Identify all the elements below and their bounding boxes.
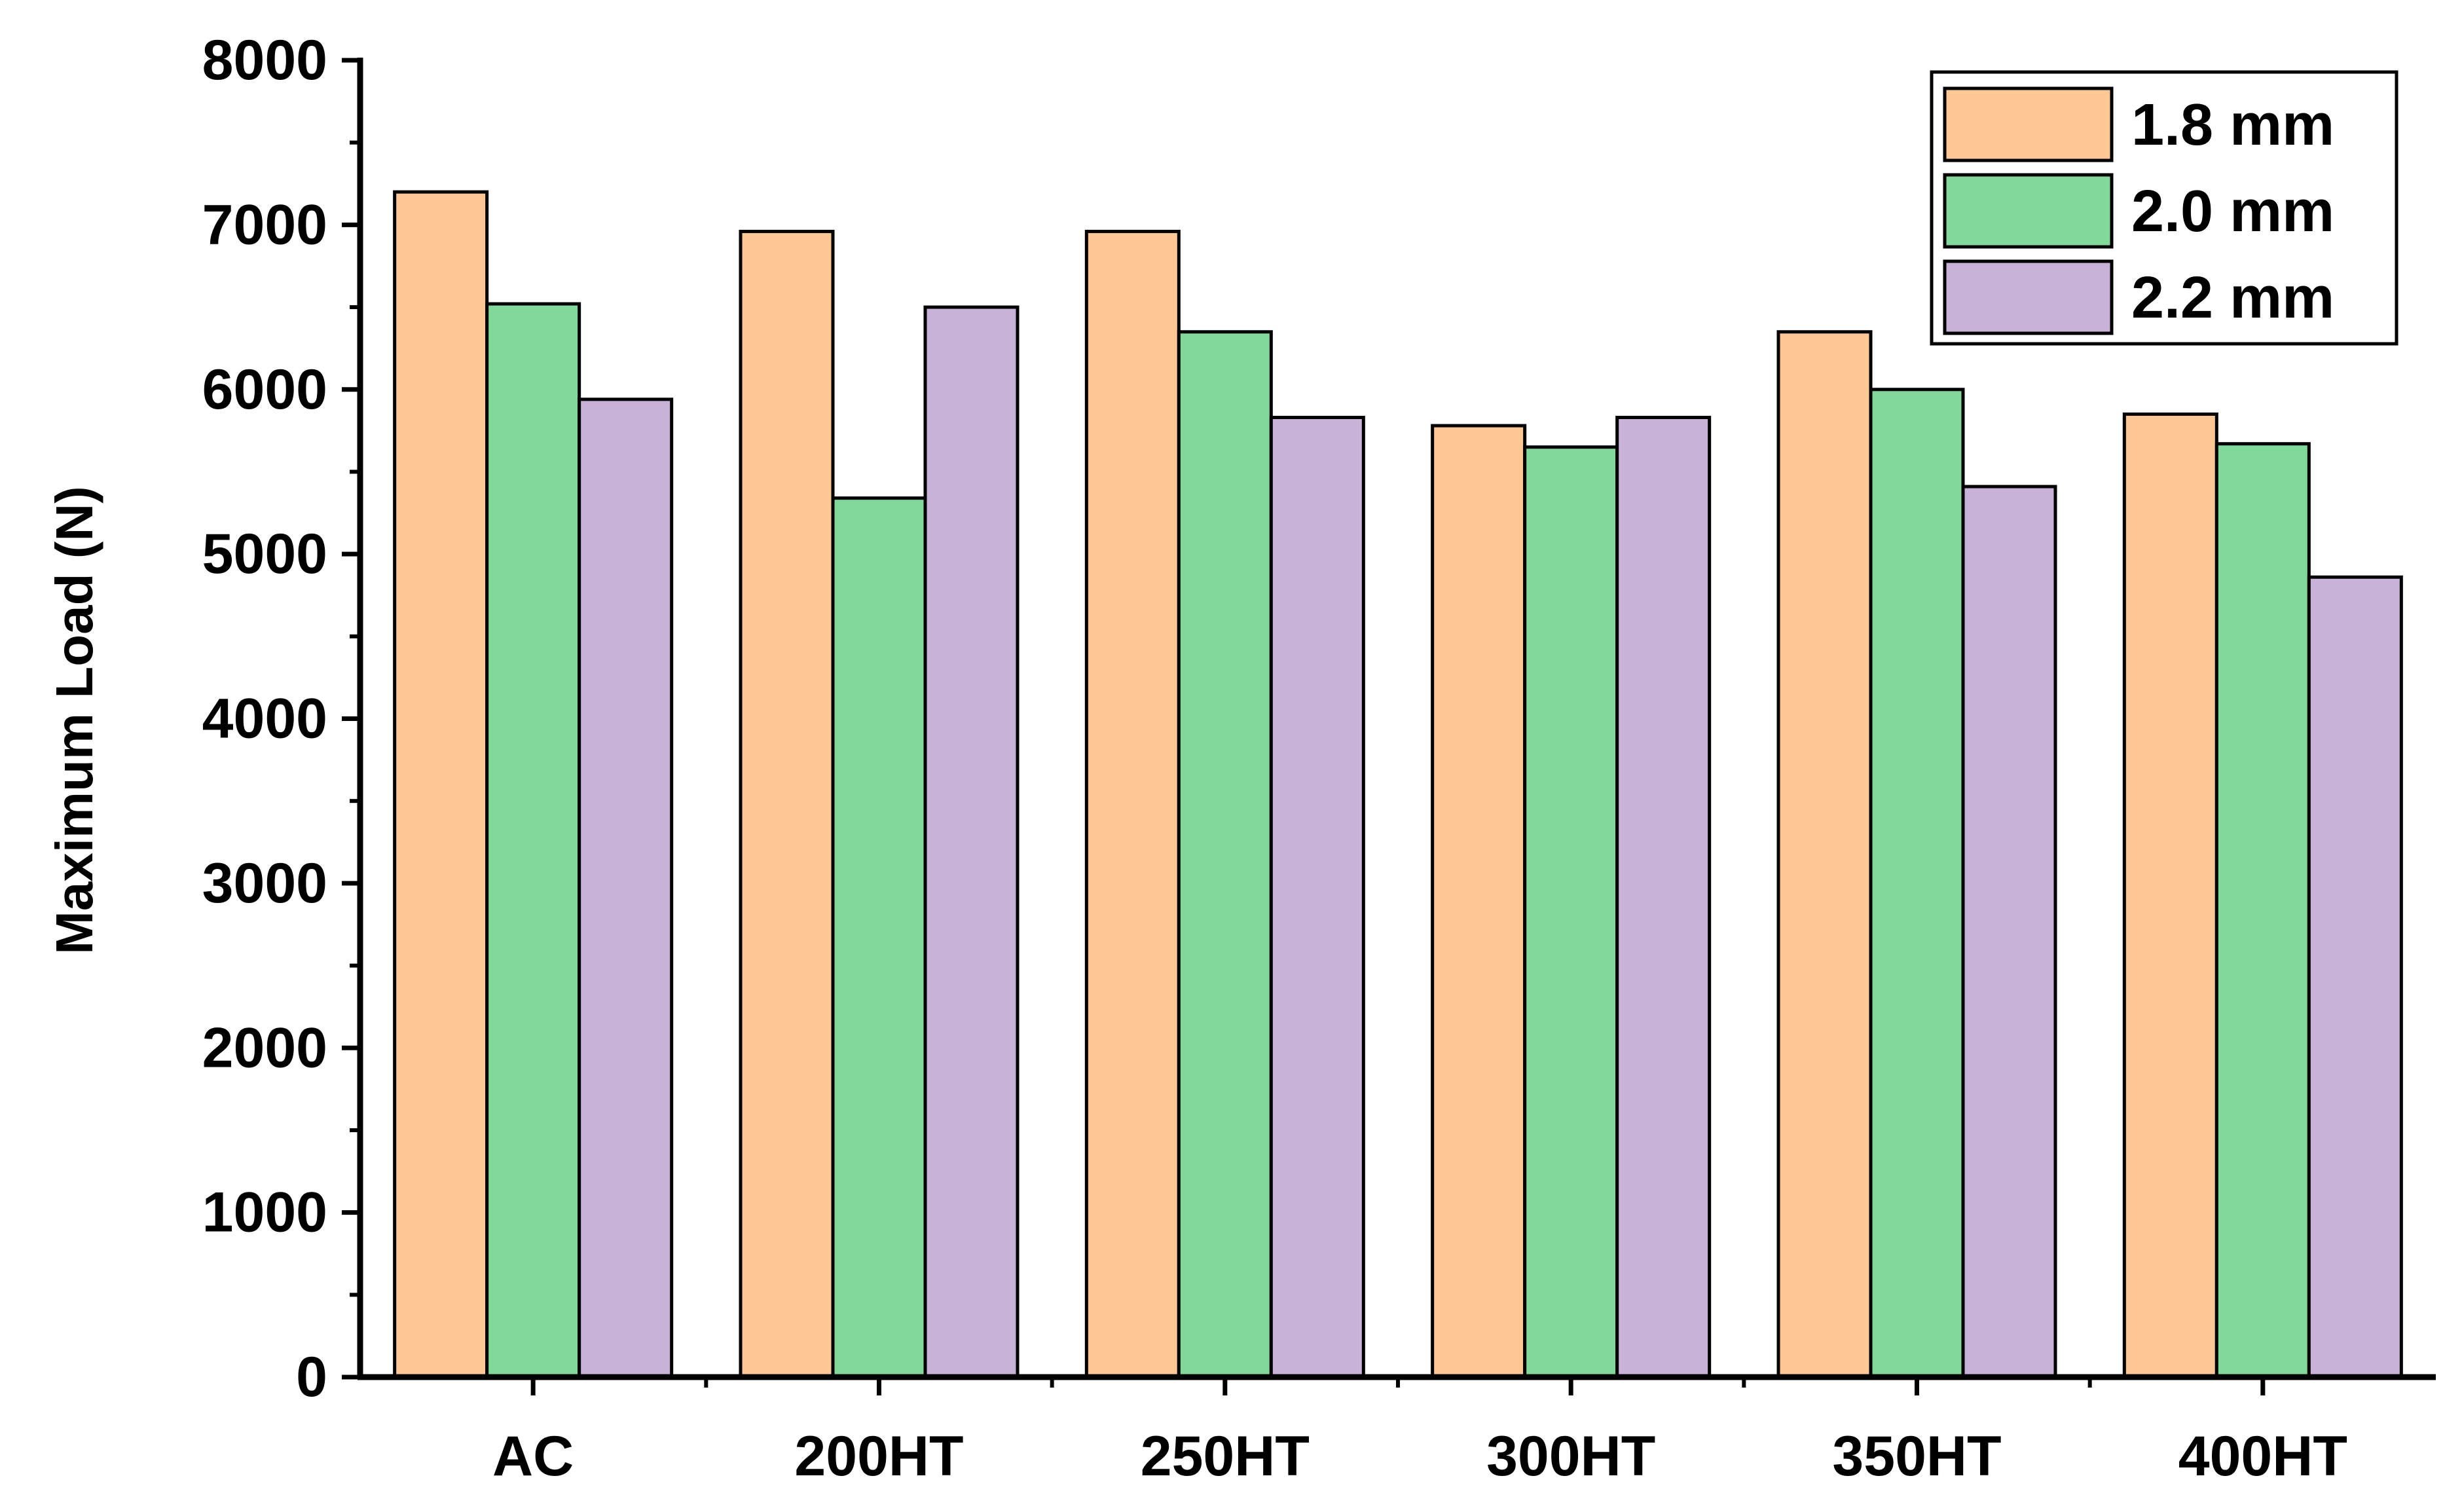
- bar-400HT-1.8mm: [2122, 412, 2218, 1379]
- y-tick-label: 6000: [202, 358, 327, 421]
- x-tick-label: 400HT: [2178, 1425, 2347, 1488]
- bar-350HT-2.2mm: [1961, 485, 2057, 1379]
- bar-300HT-1.8mm: [1431, 424, 1527, 1379]
- bar-400HT-2.2mm: [2307, 575, 2403, 1379]
- legend-label: 2.2 mm: [2131, 265, 2334, 331]
- legend-label: 2.0 mm: [2131, 179, 2334, 244]
- bar-AC-1.8mm: [393, 190, 489, 1379]
- y-tick-label: 0: [296, 1346, 327, 1409]
- y-tick-label: 2000: [202, 1016, 327, 1079]
- legend-swatch-1.8mm: [1943, 86, 2114, 162]
- bar-200HT-2.0mm: [831, 496, 927, 1379]
- x-tick-label: 350HT: [1832, 1425, 2001, 1488]
- bar-350HT-1.8mm: [1776, 330, 1873, 1379]
- bar-300HT-2.2mm: [1615, 415, 1712, 1379]
- x-tick-label: 250HT: [1141, 1425, 1310, 1488]
- y-tick-label: 5000: [202, 523, 327, 585]
- legend-label: 1.8 mm: [2131, 92, 2334, 158]
- legend-swatch-2.2mm: [1943, 259, 2114, 335]
- y-tick-label: 3000: [202, 852, 327, 915]
- bar-200HT-2.2mm: [923, 305, 1020, 1379]
- bar-250HT-2.2mm: [1269, 415, 1365, 1379]
- x-tick-label: AC: [492, 1425, 574, 1488]
- x-tick-label: 200HT: [794, 1425, 963, 1488]
- legend: 1.8 mm 2.0 mm 2.2 mm: [1930, 70, 2398, 346]
- bar-AC-2.0mm: [485, 302, 581, 1379]
- y-tick-label: 8000: [202, 29, 327, 92]
- y-tick-label: 4000: [202, 688, 327, 750]
- y-axis-title: Maximum Load (N): [45, 486, 103, 955]
- bar-400HT-2.0mm: [2214, 442, 2311, 1379]
- bars-group: [393, 190, 2403, 1379]
- bar-350HT-2.0mm: [1869, 388, 1965, 1379]
- bar-AC-2.2mm: [578, 397, 674, 1379]
- y-tick-label: 1000: [202, 1181, 327, 1244]
- y-tick-label: 7000: [202, 193, 327, 256]
- x-tick-label: 300HT: [1486, 1425, 1655, 1488]
- bar-300HT-2.0mm: [1523, 445, 1619, 1379]
- legend-swatch-2.0mm: [1943, 173, 2114, 249]
- bar-250HT-1.8mm: [1084, 229, 1181, 1379]
- axes-group: 0 1000 2000 3000 4000 5000 6000 7000 8000 AC 200HT…: [202, 29, 2436, 1488]
- bar-200HT-1.8mm: [739, 229, 835, 1379]
- bar-250HT-2.0mm: [1177, 330, 1273, 1379]
